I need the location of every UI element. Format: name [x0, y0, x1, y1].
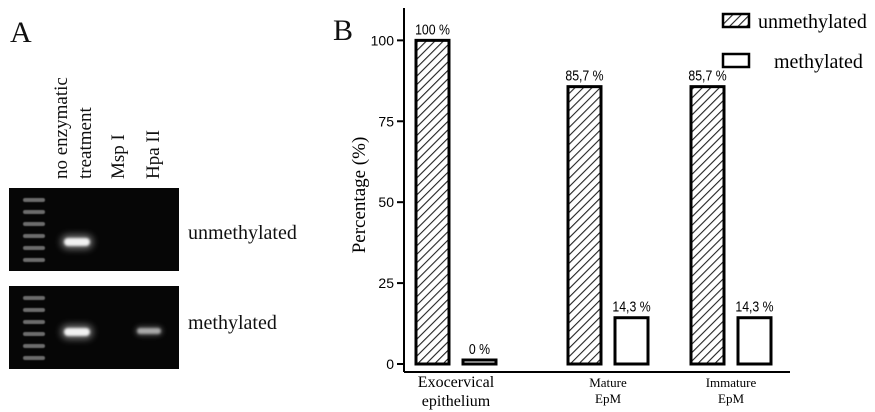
gel-label-unmethylated: unmethylated: [188, 222, 297, 244]
bar-methylated: [613, 316, 650, 366]
legend-swatch: [721, 52, 751, 69]
ladder-band: [23, 320, 45, 324]
ladder-band: [23, 222, 45, 226]
x-tick-label: epithelium: [422, 393, 491, 410]
data-label: 14,3 %: [735, 299, 773, 315]
ladder-band: [23, 296, 45, 300]
ladder-band: [23, 356, 45, 360]
gel-label-methylated: methylated: [188, 312, 277, 334]
ladder-band: [23, 344, 45, 348]
legend-label: methylated: [774, 51, 863, 73]
y-tick-label: 0: [386, 356, 394, 372]
data-label: 85,7 %: [688, 68, 726, 84]
x-tick-label: EpM: [718, 391, 744, 406]
bar-methylated: [736, 316, 773, 366]
gel-image-methylated: [9, 286, 179, 369]
y-tick-label: 75: [378, 113, 394, 129]
x-tick-label: Immature: [706, 375, 757, 390]
data-label: 100 %: [415, 21, 450, 37]
ladder-band: [23, 234, 45, 238]
y-axis-title: Percentage (%): [349, 137, 370, 254]
data-label: 0 %: [469, 341, 490, 357]
data-label: 14,3 %: [612, 299, 650, 315]
bar-methylated: [461, 358, 498, 366]
ladder-band: [23, 246, 45, 250]
x-tick-label: EpM: [595, 391, 621, 406]
bar-unmethylated: [566, 85, 603, 366]
ladder-band: [23, 210, 45, 214]
x-tick-label: Mature: [589, 375, 627, 390]
ladder-band: [23, 308, 45, 312]
bar-unmethylated: [414, 38, 451, 366]
legend-label: unmethylated: [758, 11, 867, 33]
data-label: 85,7 %: [565, 68, 603, 84]
y-tick-label: 50: [378, 194, 394, 210]
panel-b-letter: B: [333, 14, 354, 47]
ladder-band: [23, 198, 45, 202]
dna-band: [64, 238, 90, 246]
gel-image-unmethylated: [9, 188, 179, 271]
ladder-band: [23, 332, 45, 336]
panel-a-letter: A: [10, 16, 32, 49]
legend-swatch: [721, 12, 751, 29]
y-tick-label: 100: [371, 32, 395, 48]
x-tick-label: Exocervical: [418, 374, 495, 391]
ladder-band: [23, 258, 45, 262]
y-tick-label: 25: [378, 275, 394, 291]
dna-band: [137, 328, 161, 334]
dna-band: [64, 328, 90, 336]
bar-unmethylated: [689, 85, 726, 366]
